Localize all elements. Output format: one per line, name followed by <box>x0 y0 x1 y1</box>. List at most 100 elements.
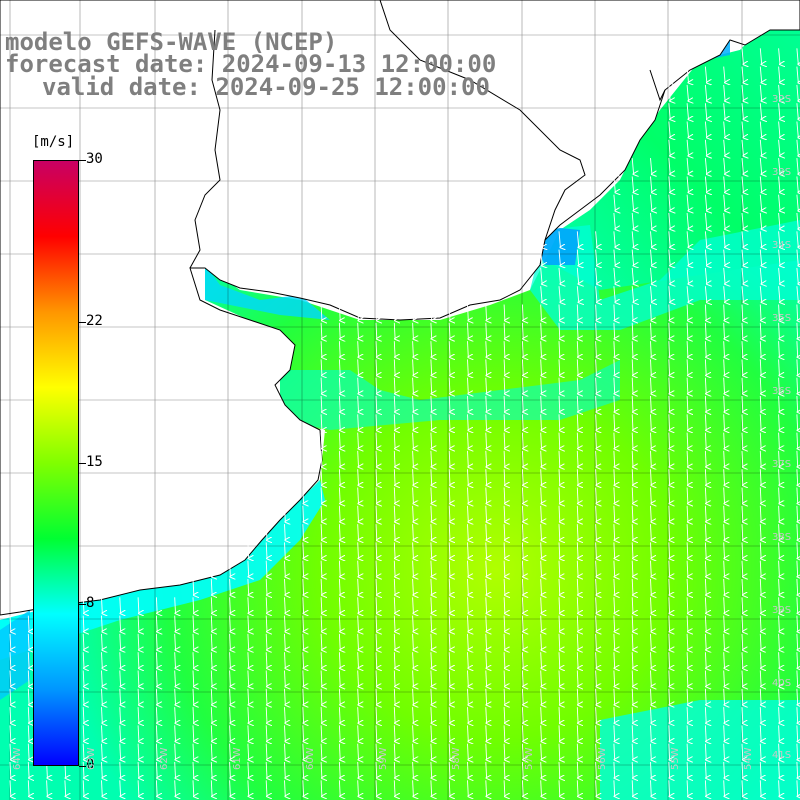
wind-arrow <box>338 414 340 430</box>
wind-arrow <box>412 688 414 705</box>
wind-arrow <box>412 560 414 577</box>
wind-arrow <box>759 139 761 156</box>
wind-arrow <box>668 707 670 723</box>
wind-arrow <box>613 505 615 522</box>
wind-arrow <box>796 158 798 174</box>
wind-arrow <box>229 670 231 687</box>
wind-arrow <box>686 231 688 247</box>
wind-arrow <box>595 414 597 430</box>
wind-arrow <box>448 725 450 741</box>
wind-arrow <box>723 267 725 284</box>
wind-arrow <box>759 231 761 247</box>
wind-arrow <box>393 725 395 741</box>
wind-arrow <box>485 377 487 394</box>
wind-arrow <box>796 432 798 449</box>
wind-arrow <box>192 578 194 595</box>
wind-arrow <box>741 505 743 522</box>
wind-arrow <box>704 84 706 101</box>
wind-arrow <box>467 542 469 558</box>
wind-arrow <box>467 688 469 705</box>
wind-arrow <box>247 688 249 705</box>
wind-arrow <box>668 84 670 101</box>
wind-arrow <box>796 652 798 668</box>
wind-arrow <box>576 231 578 247</box>
wind-arrow <box>393 597 395 613</box>
wind-arrow <box>723 780 725 796</box>
wind-arrow <box>613 725 615 741</box>
wind-arrow <box>412 615 414 632</box>
latitude-label: 32S <box>772 94 792 105</box>
wind-arrow <box>284 597 286 613</box>
wind-arrow <box>668 469 670 485</box>
wind-arrow <box>137 633 139 650</box>
land <box>0 0 800 616</box>
wind-arrow <box>320 670 322 687</box>
wind-arrow <box>430 670 432 687</box>
wind-arrow <box>595 487 597 504</box>
wind-arrow <box>284 652 286 668</box>
wind-arrow <box>467 780 469 796</box>
wind-arrow <box>229 633 231 650</box>
wind-arrow <box>229 780 231 796</box>
wind-arrow <box>759 66 761 83</box>
wind-arrow <box>759 121 761 138</box>
wind-arrow <box>448 524 450 540</box>
wind-arrow <box>595 542 597 558</box>
wind-arrow <box>119 670 121 687</box>
wind-arrow <box>338 450 340 467</box>
wind-arrow <box>265 652 267 668</box>
wind-arrow <box>119 780 121 796</box>
wind-arrow <box>9 652 11 668</box>
wind-arrow <box>448 432 450 449</box>
wind-arrow <box>357 761 359 778</box>
wind-arrow <box>357 670 359 687</box>
wind-arrow <box>101 761 103 778</box>
wind-arrow <box>210 560 212 577</box>
wind-arrow <box>393 743 395 760</box>
wind-arrow <box>631 688 633 705</box>
wind-arrow <box>503 414 505 430</box>
wind-arrow <box>778 761 780 778</box>
wind-arrow <box>704 450 706 467</box>
wind-arrow <box>521 725 523 741</box>
wind-arrow <box>540 633 542 650</box>
wind-arrow <box>375 469 377 485</box>
wind-arrow <box>46 780 48 796</box>
wind-arrow <box>338 377 340 394</box>
wind-arrow <box>302 761 304 778</box>
wind-arrow <box>430 707 432 723</box>
wind-arrow <box>650 542 652 558</box>
wind-arrow <box>448 578 450 595</box>
valid-date: valid date: 2024-09-25 12:00:00 <box>42 73 490 101</box>
wind-arrow <box>741 395 743 412</box>
wind-arrow <box>357 633 359 650</box>
wind-arrow <box>631 212 633 229</box>
latitude-label: 38S <box>772 532 792 543</box>
wind-arrow <box>668 341 670 357</box>
wind-arrow <box>338 341 340 357</box>
wind-arrow <box>430 450 432 467</box>
wind-arrow <box>613 597 615 613</box>
wind-arrow <box>467 597 469 613</box>
wind-arrow <box>759 267 761 284</box>
wind-arrow <box>595 780 597 796</box>
wind-arrow <box>503 487 505 504</box>
wind-arrow <box>595 633 597 650</box>
wind-arrow <box>27 743 29 760</box>
wind-arrow <box>613 524 615 540</box>
wind-arrow <box>668 652 670 668</box>
wind-arrow <box>375 725 377 741</box>
wind-arrow <box>741 322 743 339</box>
wind-arrow <box>375 670 377 687</box>
colorbar-label: 22 <box>86 312 103 329</box>
wind-arrow <box>631 176 633 192</box>
wind-arrow <box>686 304 688 321</box>
wind-arrow <box>265 597 267 613</box>
wind-arrow <box>521 761 523 778</box>
wind-arrow <box>9 633 11 650</box>
wind-arrow <box>284 707 286 723</box>
wind-arrow <box>796 194 798 211</box>
wind-arrow <box>650 633 652 650</box>
wind-arrow <box>503 395 505 412</box>
wind-arrow <box>650 267 652 284</box>
